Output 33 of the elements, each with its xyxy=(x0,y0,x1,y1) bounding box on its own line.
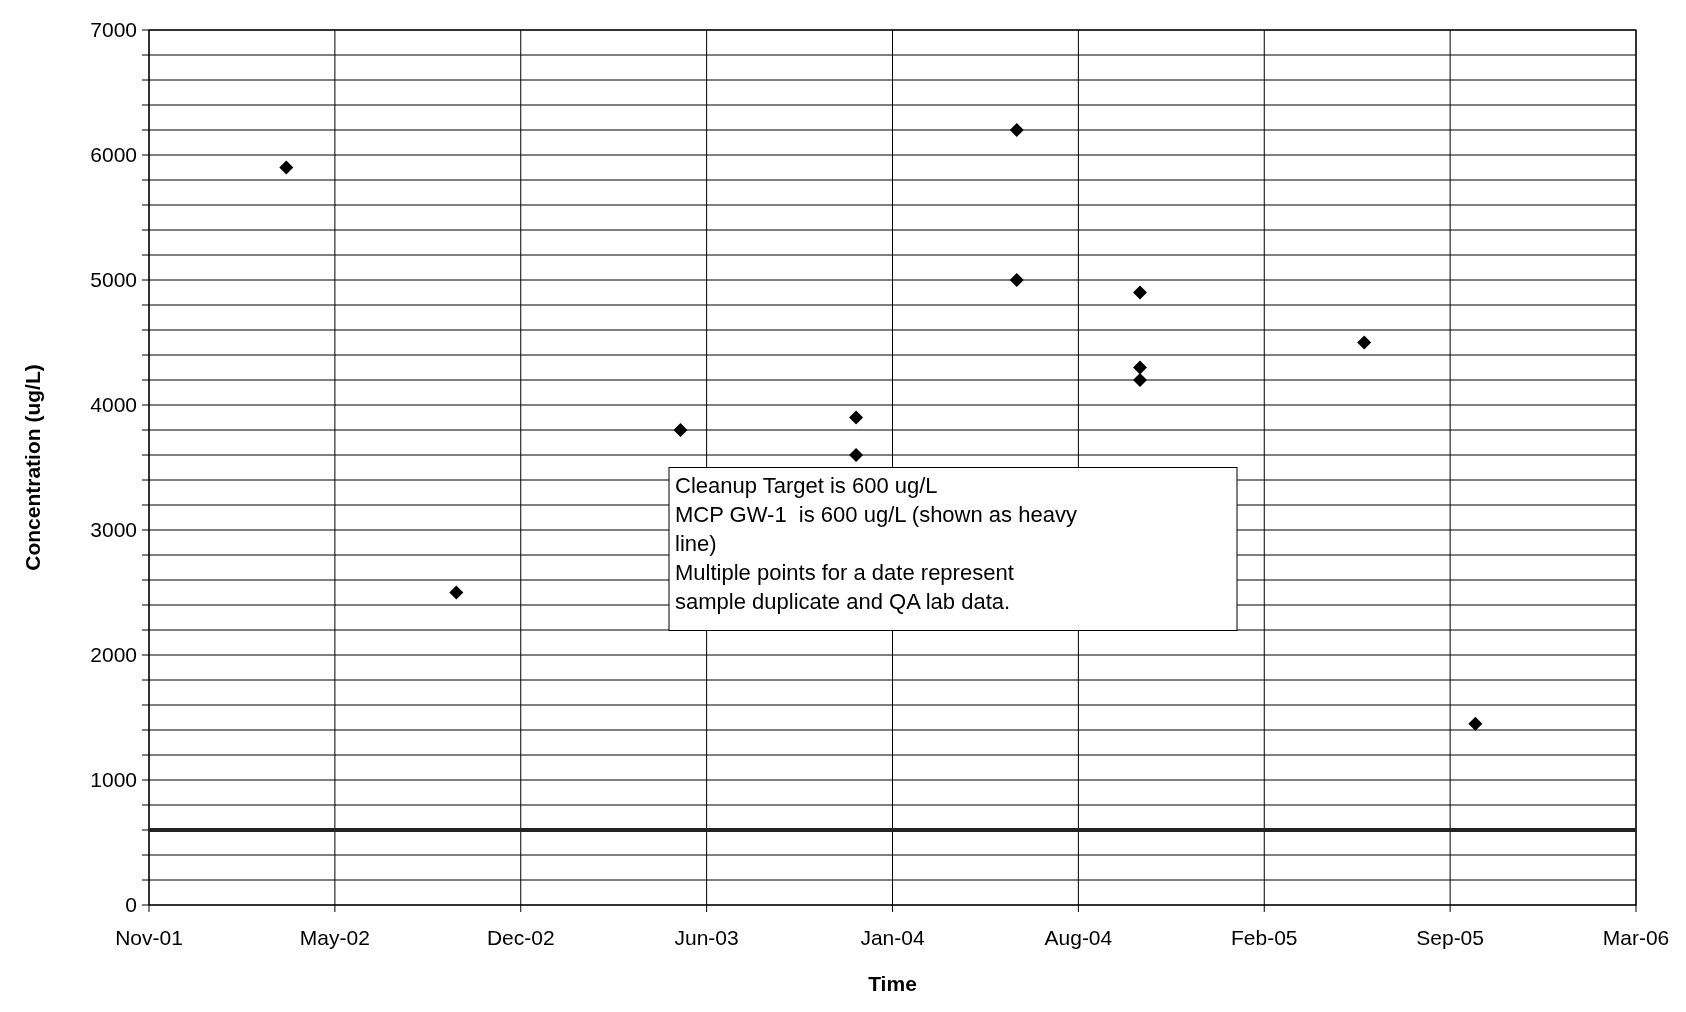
x-tick-label: Sep-05 xyxy=(1416,926,1484,949)
x-tick-label: Dec-02 xyxy=(486,926,555,949)
y-tick-label: 5000 xyxy=(90,268,137,292)
x-tick-label: Feb-05 xyxy=(1230,926,1298,949)
x-tick-label: May-02 xyxy=(299,926,370,949)
x-tick-label: Jun-03 xyxy=(674,926,739,949)
point xyxy=(1009,123,1024,137)
point xyxy=(279,160,294,175)
point xyxy=(1468,716,1483,731)
point xyxy=(1133,285,1148,300)
point xyxy=(1133,360,1148,375)
point xyxy=(449,585,464,600)
x-tick-label: Nov-01 xyxy=(115,926,183,949)
annotation: Cleanup Target is 600 ug/L MCP GW-1 is 600 ug/L (shown as heavy line) Multiple points for a date represent sample duplicate and QA lab data. xyxy=(675,472,1077,614)
point xyxy=(849,448,864,462)
x-tick-label: Jan-04 xyxy=(860,926,925,949)
y-tick-label: 4000 xyxy=(90,393,137,417)
point xyxy=(1133,373,1148,387)
point xyxy=(849,410,864,425)
x-tick-label: Aug-04 xyxy=(1044,926,1113,949)
y-tick-label: 1000 xyxy=(90,768,137,792)
y-tick-label: 7000 xyxy=(90,18,137,42)
y-tick-label: 6000 xyxy=(90,143,137,167)
point xyxy=(1009,273,1024,287)
y-tick-label: 2000 xyxy=(90,643,137,667)
y-axis-title: Concentration (ug/L) xyxy=(21,364,44,571)
note-box: Cleanup Target is 600 ug/L MCP GW-1 is 600 ug/L (shown as heavy line) Multiple points for a date represent sample duplicate and QA lab data. xyxy=(668,467,1238,631)
point xyxy=(673,423,688,437)
x-tick-label: Mar-06 xyxy=(1602,926,1670,949)
y-tick-label: 0 xyxy=(125,893,137,917)
x-axis-title: Time xyxy=(868,972,917,995)
y-tick-label: 3000 xyxy=(90,518,137,542)
point xyxy=(1357,335,1372,350)
